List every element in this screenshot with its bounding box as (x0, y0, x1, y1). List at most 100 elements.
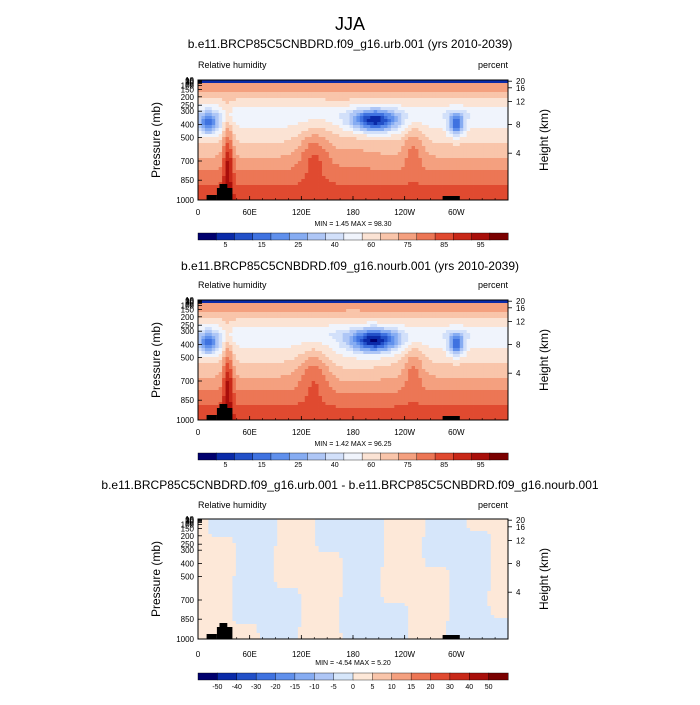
colorbar-swatch (490, 233, 509, 240)
contour-cell (494, 101, 498, 104)
contour-cell (246, 161, 250, 164)
contour-cell (215, 333, 219, 336)
contour-cell (305, 86, 309, 89)
contour-cell (460, 125, 464, 128)
contour-cell (394, 339, 398, 342)
contour-cell (277, 194, 281, 197)
contour-cell (460, 182, 464, 185)
contour-cell (453, 137, 457, 140)
contour-cell (263, 155, 267, 158)
contour-cell (401, 179, 405, 182)
contour-cell (356, 125, 360, 128)
contour-cell (370, 86, 374, 89)
contour-cell (322, 146, 326, 149)
contour-cell (374, 327, 378, 330)
contour-cell (501, 324, 505, 327)
contour-cell (208, 161, 212, 164)
contour-cell (405, 333, 409, 336)
contour-cell (460, 152, 464, 155)
contour-cell (346, 116, 350, 119)
contour-cell (246, 80, 250, 83)
contour-cell (263, 113, 267, 116)
contour-cell (374, 185, 378, 188)
contour-cell (467, 330, 471, 333)
contour-cell (257, 98, 261, 101)
contour-cell (436, 119, 440, 122)
contour-cell (370, 312, 374, 315)
contour-cell (222, 300, 226, 303)
contour-cell (294, 194, 298, 197)
contour-cell (284, 185, 288, 188)
contour-cell (501, 161, 505, 164)
contour-cell (353, 185, 357, 188)
contour-cell (460, 167, 464, 170)
contour-cell (274, 101, 278, 104)
contour-cell (353, 140, 357, 143)
contour-cell (274, 185, 278, 188)
contour-cell (367, 327, 371, 330)
contour-cell (232, 176, 236, 179)
contour-cell (329, 122, 333, 125)
contour-cell (336, 110, 340, 113)
contour-cell (232, 312, 236, 315)
contour-cell (477, 176, 481, 179)
contour-cell (305, 116, 309, 119)
contour-cell (212, 134, 216, 137)
contour-cell (422, 125, 426, 128)
contour-cell (391, 80, 395, 83)
contour-cell (270, 318, 274, 321)
y-tick-label: 850 (181, 176, 195, 185)
contour-cell (284, 146, 288, 149)
contour-cell (494, 122, 498, 125)
contour-cell (439, 336, 443, 339)
contour-cell (387, 152, 391, 155)
contour-cell (284, 140, 288, 143)
contour-cell (281, 83, 285, 86)
contour-cell (436, 312, 440, 315)
contour-cell (215, 143, 219, 146)
contour-cell (398, 80, 402, 83)
contour-cell (343, 152, 347, 155)
contour-cell (250, 309, 254, 312)
contour-cell (267, 318, 271, 321)
contour-cell (343, 146, 347, 149)
contour-cell (480, 167, 484, 170)
contour-cell (298, 300, 302, 303)
contour-cell (460, 161, 464, 164)
contour-cell (263, 330, 267, 333)
contour-cell (246, 185, 250, 188)
contour-cell (243, 324, 247, 327)
contour-cell (377, 330, 381, 333)
contour-cell (208, 188, 212, 191)
contour-cell (356, 164, 360, 167)
contour-cell (260, 125, 264, 128)
contour-cell (374, 95, 378, 98)
contour-cell (377, 191, 381, 194)
contour-cell (308, 86, 312, 89)
contour-cell (360, 137, 364, 140)
contour-cell (212, 83, 216, 86)
contour-cell (226, 155, 230, 158)
contour-cell (422, 101, 426, 104)
contour-cell (377, 164, 381, 167)
contour-cell (498, 86, 502, 89)
contour-cell (363, 119, 367, 122)
contour-cell (291, 312, 295, 315)
contour-cell (463, 80, 467, 83)
contour-cell (308, 330, 312, 333)
contour-cell (336, 167, 340, 170)
contour-cell (367, 101, 371, 104)
contour-cell (470, 161, 474, 164)
contour-cell (346, 312, 350, 315)
contour-cell (274, 158, 278, 161)
contour-cell (487, 324, 491, 327)
contour-cell (446, 188, 450, 191)
contour-cell (425, 92, 429, 95)
contour-cell (443, 173, 447, 176)
contour-cell (480, 173, 484, 176)
contour-cell (346, 146, 350, 149)
contour-cell (463, 330, 467, 333)
contour-cell (477, 185, 481, 188)
contour-cell (415, 336, 419, 339)
contour-cell (325, 113, 329, 116)
